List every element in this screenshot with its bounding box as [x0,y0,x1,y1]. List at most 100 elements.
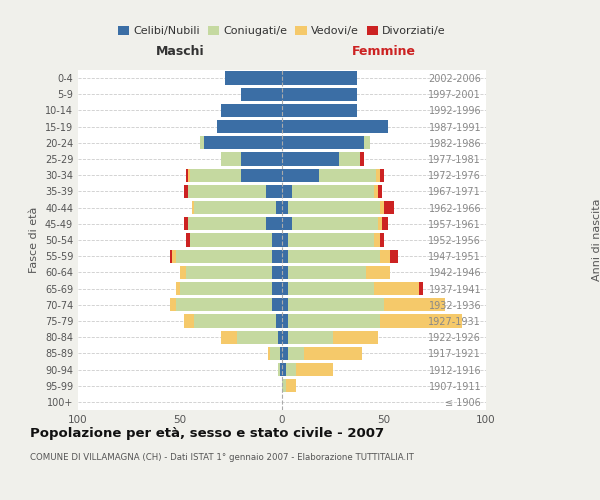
Bar [241,88,282,101]
Bar [282,266,288,279]
Bar [282,330,288,344]
Bar [286,379,296,392]
Bar [288,314,380,328]
Bar [282,250,288,263]
Bar [288,330,333,344]
Bar [339,152,359,166]
Bar [170,250,172,263]
Bar [282,314,288,328]
Bar [282,298,288,312]
Bar [186,234,190,246]
Bar [276,314,282,328]
Bar [282,185,292,198]
Bar [380,314,461,328]
Bar [292,217,378,230]
Bar [288,282,374,295]
Bar [184,185,188,198]
Bar [268,346,270,360]
Bar [192,201,194,214]
Bar [172,250,176,263]
Bar [186,266,272,279]
Bar [270,346,280,360]
Bar [384,201,394,214]
Bar [272,250,282,263]
Bar [266,185,282,198]
Bar [376,168,380,182]
Bar [170,298,176,312]
Bar [296,363,333,376]
Bar [288,266,365,279]
Bar [282,234,288,246]
Bar [288,201,380,214]
Bar [184,314,194,328]
Bar [365,266,390,279]
Bar [272,234,282,246]
Y-axis label: Fasce di età: Fasce di età [29,207,39,273]
Bar [221,152,241,166]
Bar [278,330,282,344]
Bar [282,363,286,376]
Text: Popolazione per età, sesso e stato civile - 2007: Popolazione per età, sesso e stato civil… [30,428,384,440]
Text: Maschi: Maschi [155,45,205,58]
Bar [276,201,282,214]
Bar [288,298,384,312]
Bar [176,298,272,312]
Bar [419,282,423,295]
Bar [180,282,272,295]
Bar [282,201,288,214]
Bar [241,168,282,182]
Bar [176,250,272,263]
Bar [186,168,188,182]
Bar [378,217,382,230]
Bar [280,346,282,360]
Bar [292,185,374,198]
Bar [282,168,319,182]
Text: Anni di nascita: Anni di nascita [592,198,600,281]
Bar [205,136,282,149]
Bar [374,234,380,246]
Text: Femmine: Femmine [352,45,416,58]
Bar [282,72,358,85]
Bar [188,185,266,198]
Bar [380,250,390,263]
Bar [282,346,288,360]
Bar [380,234,384,246]
Bar [176,282,180,295]
Bar [282,88,358,101]
Bar [374,185,378,198]
Bar [180,266,186,279]
Bar [374,282,419,295]
Bar [288,234,374,246]
Bar [288,346,304,360]
Bar [272,282,282,295]
Bar [380,201,384,214]
Bar [194,314,276,328]
Bar [225,72,282,85]
Bar [333,330,378,344]
Bar [359,152,364,166]
Bar [286,363,296,376]
Bar [319,168,376,182]
Bar [282,120,388,134]
Bar [282,379,286,392]
Bar [221,330,237,344]
Bar [378,185,382,198]
Bar [237,330,278,344]
Bar [278,363,280,376]
Bar [282,136,364,149]
Bar [272,298,282,312]
Bar [282,152,339,166]
Bar [384,298,445,312]
Bar [304,346,362,360]
Bar [190,234,272,246]
Bar [221,104,282,117]
Bar [200,136,205,149]
Bar [280,363,282,376]
Bar [217,120,282,134]
Bar [382,217,388,230]
Bar [282,282,288,295]
Legend: Celibi/Nubili, Coniugati/e, Vedovi/e, Divorziati/e: Celibi/Nubili, Coniugati/e, Vedovi/e, Di… [114,21,450,40]
Bar [380,168,384,182]
Bar [184,217,188,230]
Bar [188,168,190,182]
